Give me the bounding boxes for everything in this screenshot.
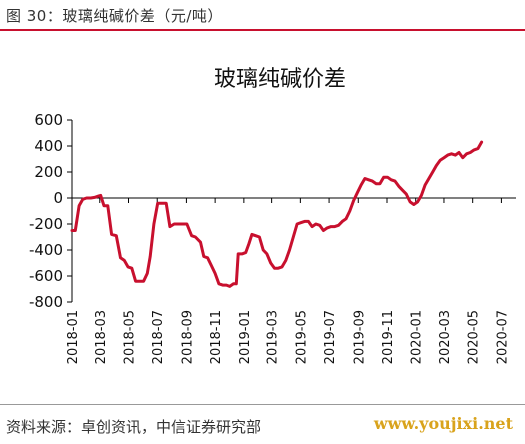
x-tick-label: 2018-03: [94, 310, 109, 364]
x-tick-label: 2018-05: [123, 310, 138, 364]
x-tick-label: 2018-11: [209, 310, 224, 364]
header-rule: [0, 29, 525, 31]
figure-footer: 资料来源：卓创资讯，中信证券研究部 www.youjixi.net: [0, 404, 525, 444]
chart-axes: [67, 119, 516, 303]
footer-rule: [0, 404, 525, 405]
figure-header: 图 30：玻璃纯碱价差（元/吨）: [0, 0, 525, 31]
x-tick-label: 2019-11: [381, 310, 396, 364]
source-note: 资料来源：卓创资讯，中信证券研究部: [6, 418, 262, 436]
y-tick-label: 400: [34, 137, 63, 155]
series-line: [70, 140, 484, 288]
chart-title: 玻璃纯碱价差: [214, 67, 346, 92]
x-tick-label: 2019-03: [266, 310, 281, 364]
y-tick-label: -800: [29, 293, 63, 311]
y-tick-label: -400: [29, 241, 63, 259]
y-tick-labels: 600 400 200 0 -200 -400 -600 -800: [29, 111, 63, 311]
y-tick-label: 0: [53, 189, 63, 207]
x-tick-label: 2020-01: [410, 310, 425, 364]
x-tick-label: 2018-01: [66, 310, 81, 364]
y-tick-label: 600: [34, 111, 63, 129]
plot-area: [70, 140, 484, 288]
x-tick-label: 2020-07: [495, 310, 510, 364]
figure-caption: 图 30：玻璃纯碱价差（元/吨）: [6, 7, 223, 25]
x-tick-label: 2019-09: [352, 310, 367, 364]
x-tick-label: 2019-01: [238, 310, 253, 364]
x-tick-labels: 2018-01 2018-03 2018-05 2018-07 2018-09 2018-…: [66, 310, 510, 364]
watermark: www.youjixi.net: [373, 414, 513, 433]
y-tick-label: 200: [34, 163, 63, 181]
x-tick-label: 2020-05: [467, 310, 482, 364]
x-tick-label: 2018-07: [151, 310, 166, 364]
chart: 玻璃纯碱价差 600 400 200 0 -200 -400 -600 -800 2018-0…: [29, 67, 516, 364]
x-tick-label: 2019-05: [294, 310, 309, 364]
x-tick-label: 2020-03: [438, 310, 453, 364]
x-tick-label: 2019-07: [323, 310, 338, 364]
y-tick-label: -600: [29, 267, 63, 285]
x-tick-label: 2018-09: [180, 310, 195, 364]
y-tick-label: -200: [29, 215, 63, 233]
